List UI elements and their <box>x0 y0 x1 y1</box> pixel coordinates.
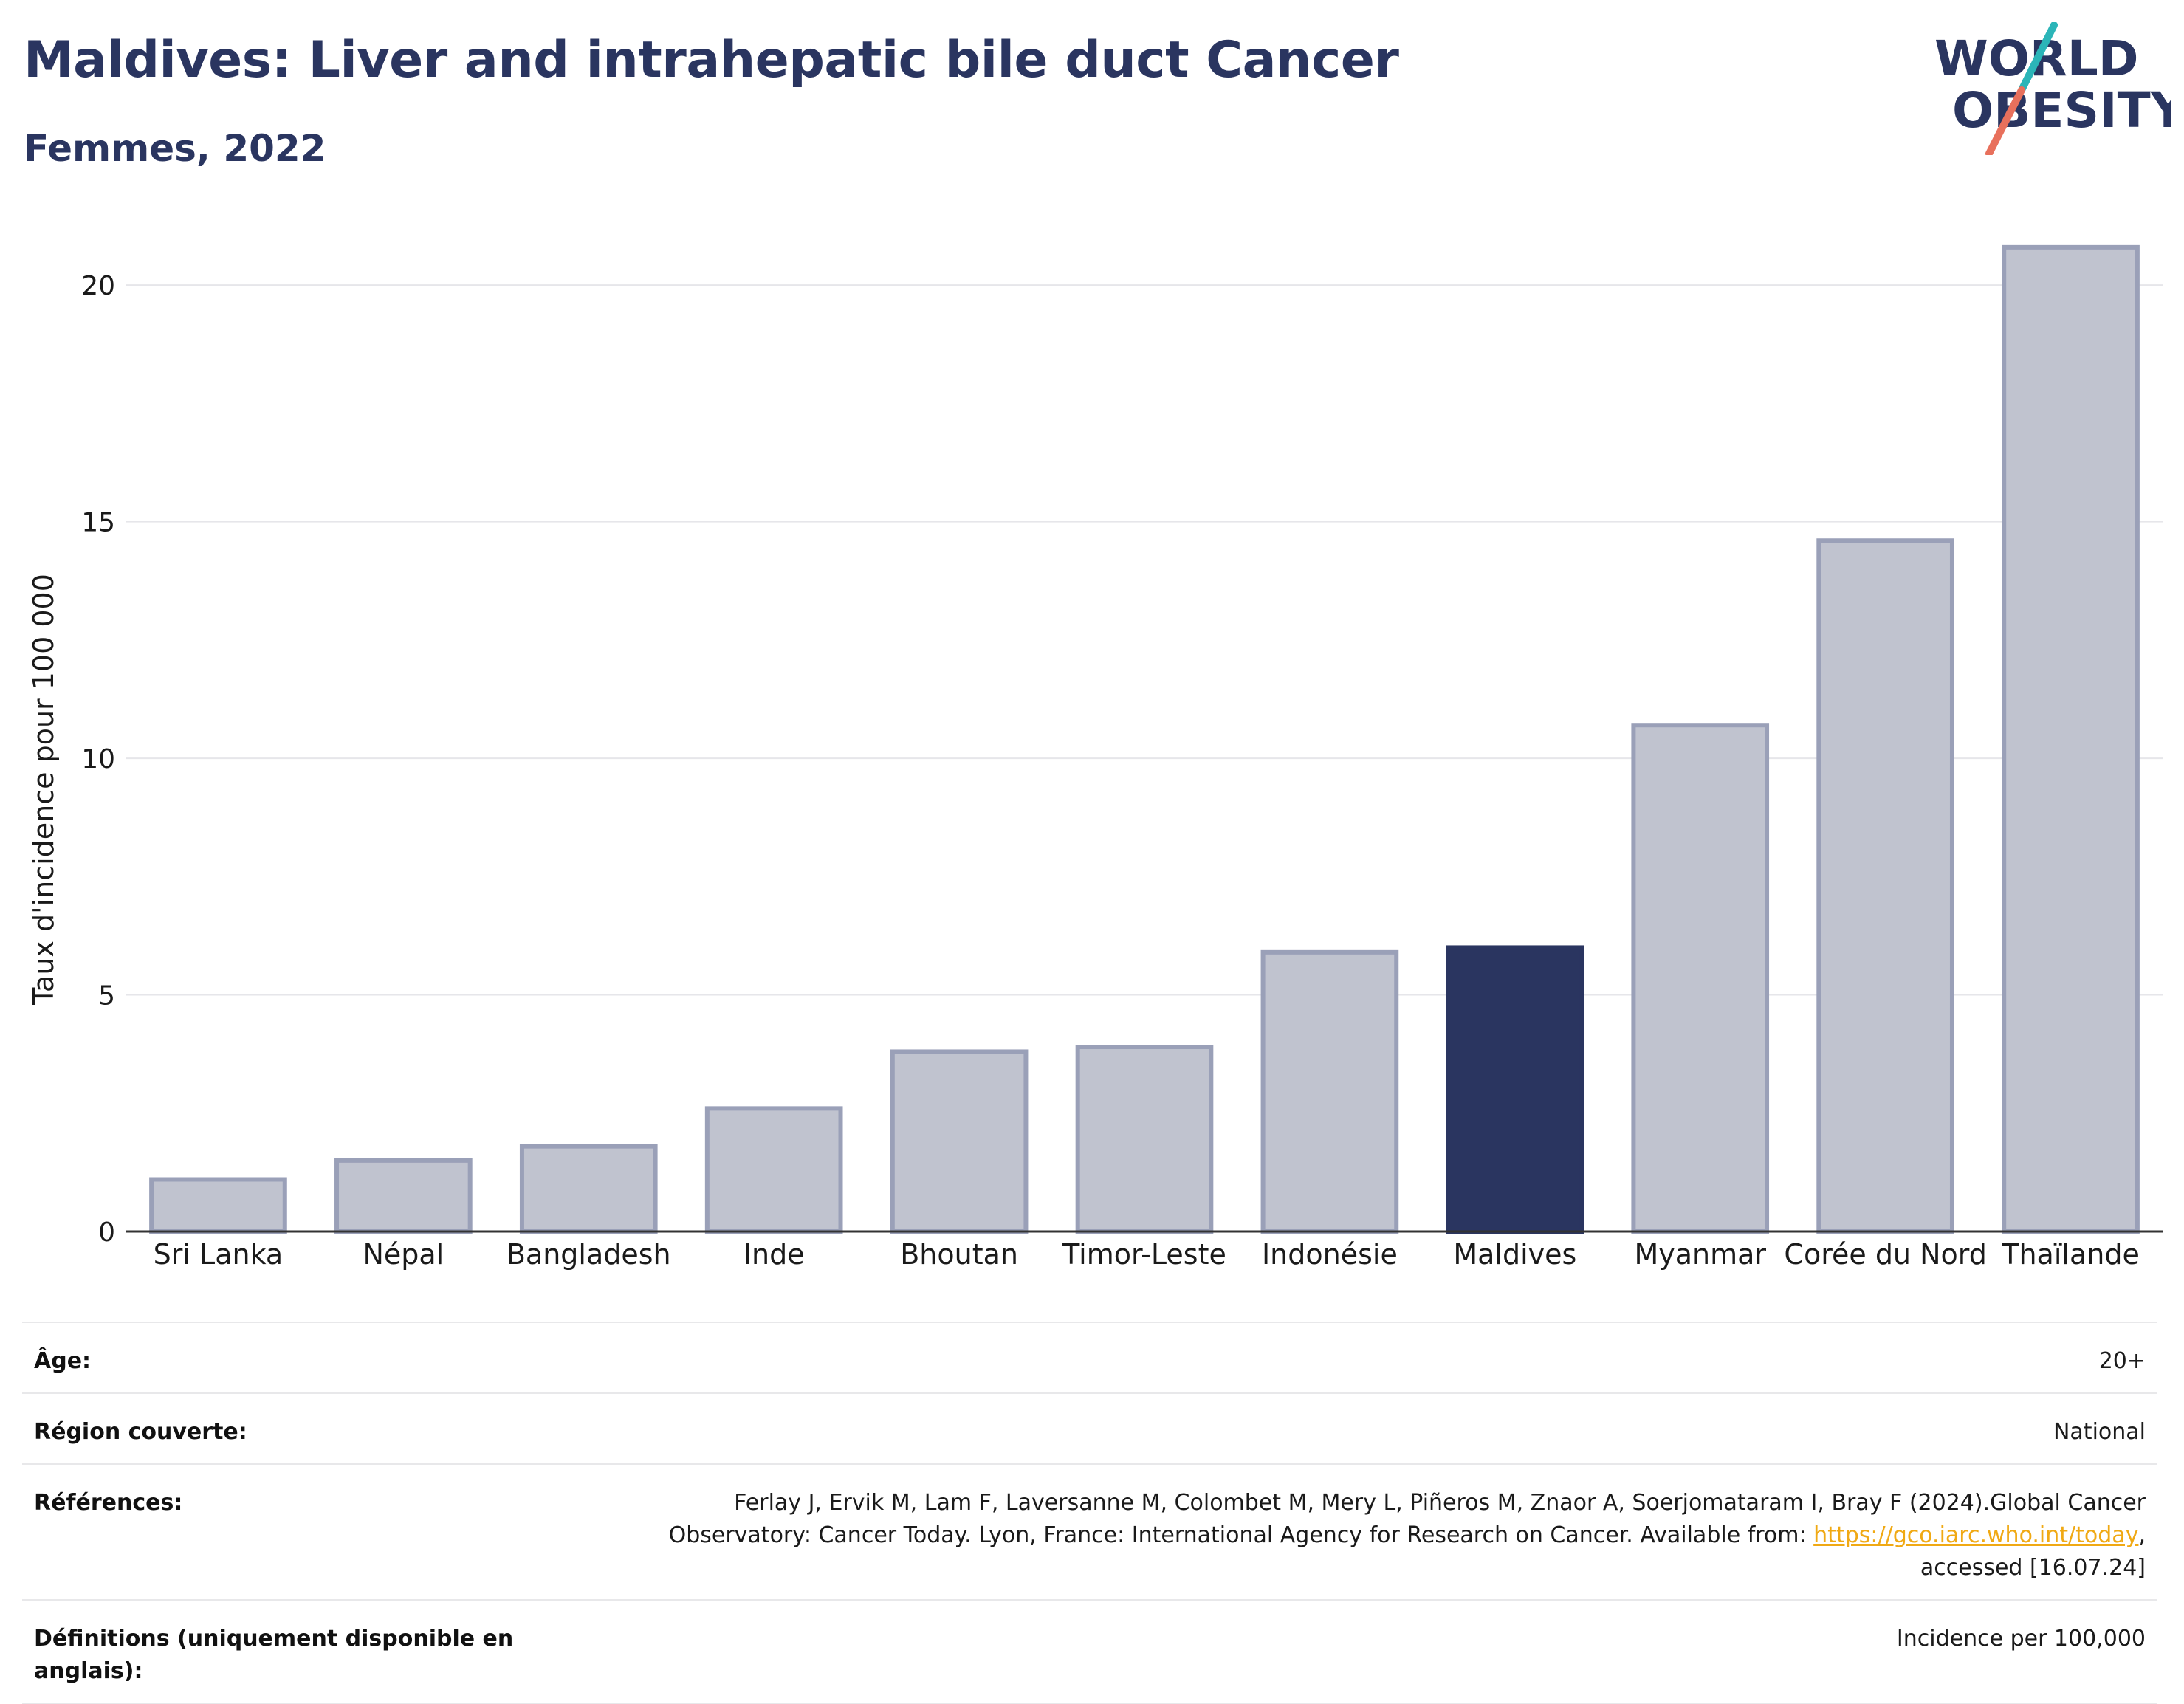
meta-value: National <box>2053 1419 2146 1445</box>
bar-thaïlande <box>2002 244 2140 1234</box>
bar-timor-leste <box>1075 1045 1214 1234</box>
x-tick-label: Thaïlande <box>2001 1238 2140 1271</box>
y-tick-label: 15 <box>81 508 115 538</box>
bar-corée-du-nord <box>1816 538 1954 1234</box>
bar-maldives <box>1446 945 1584 1234</box>
metadata-table: Âge: 20+ Région couverte: National Référ… <box>22 1322 2157 1704</box>
meta-row-definitions: Définitions (uniquement disponible en an… <box>22 1599 2157 1704</box>
y-axis-ticks: 0 5 10 15 20 <box>81 271 115 1248</box>
meta-label: Définitions (uniquement disponible en an… <box>34 1626 514 1684</box>
x-tick-label: Népal <box>363 1238 444 1271</box>
logo-slash-teal <box>2018 22 2058 94</box>
bar-bhoutan <box>890 1049 1029 1234</box>
reference-link[interactable]: https://gco.iarc.who.int/today <box>1813 1522 2139 1548</box>
y-tick-label: 5 <box>98 981 115 1011</box>
meta-value: Ferlay J, Ervik M, Lam F, Laversanne M, … <box>595 1487 2146 1584</box>
x-tick-label: Indonésie <box>1262 1238 1398 1271</box>
bar-sri-lanka <box>149 1177 287 1234</box>
logo-line2: OBESITY <box>1952 82 2171 139</box>
meta-label: Âge: <box>34 1348 92 1374</box>
x-tick-label: Maldives <box>1453 1238 1576 1271</box>
reference-text: Ferlay J, Ervik M, Lam F, Laversanne M, … <box>668 1490 2146 1548</box>
meta-label: Région couverte: <box>34 1419 247 1445</box>
meta-row-references: Références: Ferlay J, Ervik M, Lam F, La… <box>22 1463 2157 1599</box>
meta-value: 20+ <box>2098 1348 2146 1374</box>
meta-label: Références: <box>34 1490 183 1516</box>
bar-chart: 0 5 10 15 20 Sri Lanka Népal Bangladesh Inde Bho… <box>27 244 2163 1271</box>
chart-subtitle: Femmes, 2022 <box>24 127 326 170</box>
bar-myanmar <box>1631 723 1770 1234</box>
y-tick-label: 10 <box>81 744 115 774</box>
x-tick-label: Corée du Nord <box>1784 1238 1986 1271</box>
x-tick-label: Bangladesh <box>506 1238 671 1271</box>
meta-value: Incidence per 100,000 <box>1896 1626 2146 1652</box>
y-axis-title: Taux d'incidence pour 100 000 <box>27 574 60 1006</box>
meta-row-region: Région couverte: National <box>22 1392 2157 1463</box>
x-tick-label: Bhoutan <box>900 1238 1018 1271</box>
x-tick-label: Timor-Leste <box>1062 1238 1226 1271</box>
x-axis-labels: Sri Lanka Népal Bangladesh Inde Bhoutan Timor… <box>154 1238 2140 1271</box>
bars <box>149 244 2140 1234</box>
meta-row-age: Âge: 20+ <box>22 1322 2157 1392</box>
y-tick-label: 20 <box>81 271 115 301</box>
bar-indonésie <box>1260 949 1399 1234</box>
x-tick-label: Myanmar <box>1634 1238 1766 1271</box>
x-tick-label: Inde <box>744 1238 805 1271</box>
y-tick-label: 0 <box>98 1217 115 1248</box>
bar-népal <box>334 1158 473 1234</box>
chart-title: Maldives: Liver and intrahepatic bile du… <box>24 31 1399 89</box>
x-tick-label: Sri Lanka <box>154 1238 284 1271</box>
bar-bangladesh <box>519 1144 658 1234</box>
world-obesity-logo: WORLD OBESITY <box>1934 22 2171 155</box>
bar-inde <box>704 1106 843 1234</box>
logo-slash-coral <box>1985 86 2025 155</box>
reference-text-end: , accessed [16.07.24] <box>1920 1522 2146 1581</box>
